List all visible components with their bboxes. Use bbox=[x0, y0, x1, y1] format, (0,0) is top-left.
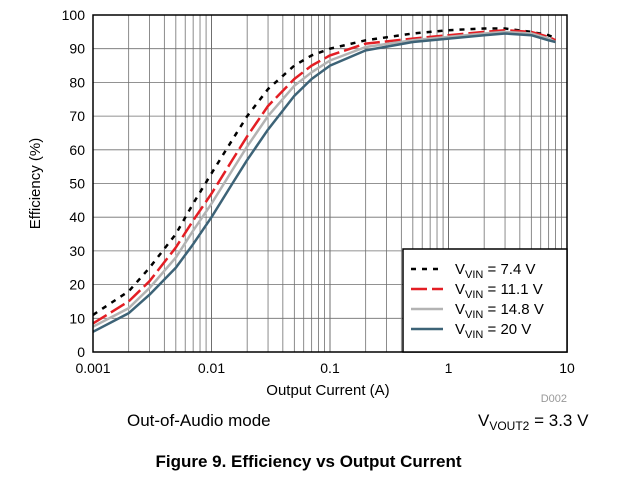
y-axis-label: Efficiency (%) bbox=[27, 138, 44, 229]
x-tick-label: 0.01 bbox=[198, 360, 225, 376]
y-tick-label: 40 bbox=[69, 209, 85, 225]
series-line-2 bbox=[92, 28, 557, 325]
y-tick-label: 80 bbox=[69, 74, 85, 90]
legend-box bbox=[402, 248, 568, 353]
y-tick-label: 70 bbox=[69, 108, 85, 124]
y-tick-label: 20 bbox=[69, 277, 85, 293]
vout-note: VVOUT2 = 3.3 V bbox=[478, 411, 588, 433]
plot-frame bbox=[92, 14, 568, 353]
figure-id-label: D002 bbox=[541, 393, 567, 405]
series-line-1 bbox=[92, 27, 557, 316]
y-tick-label: 50 bbox=[69, 176, 85, 192]
x-axis-label: Output Current (A) bbox=[266, 382, 389, 399]
legend-label: VVIN = 11.1 V bbox=[455, 281, 543, 301]
series-line-4 bbox=[92, 32, 556, 333]
y-tick-label: 30 bbox=[69, 243, 85, 259]
vout-sub: VOUT2 bbox=[489, 419, 530, 433]
figure-caption: Figure 9. Efficiency vs Output Current bbox=[155, 452, 462, 471]
legend-label: VVIN = 14.8 V bbox=[455, 301, 544, 321]
legend-label: VVIN = 20 V bbox=[455, 321, 531, 341]
y-tick-label: 100 bbox=[62, 7, 86, 23]
x-tick-label: 0.001 bbox=[75, 360, 110, 376]
series-lines bbox=[92, 27, 557, 333]
y-tick-label: 90 bbox=[69, 41, 85, 57]
x-tick-label: 0.1 bbox=[320, 360, 340, 376]
mode-note: Out-of-Audio mode bbox=[127, 411, 271, 430]
vout-suffix: = 3.3 V bbox=[529, 411, 589, 430]
vout-prefix: V bbox=[478, 411, 490, 430]
y-tick-label: 0 bbox=[77, 344, 85, 360]
x-tick-label: 1 bbox=[445, 360, 453, 376]
series-line-3 bbox=[92, 30, 557, 328]
x-tick-label: 10 bbox=[559, 360, 575, 376]
legend-label: VVIN = 7.4 V bbox=[455, 261, 535, 281]
y-tick-label: 60 bbox=[69, 142, 85, 158]
y-tick-label: 10 bbox=[69, 310, 85, 326]
